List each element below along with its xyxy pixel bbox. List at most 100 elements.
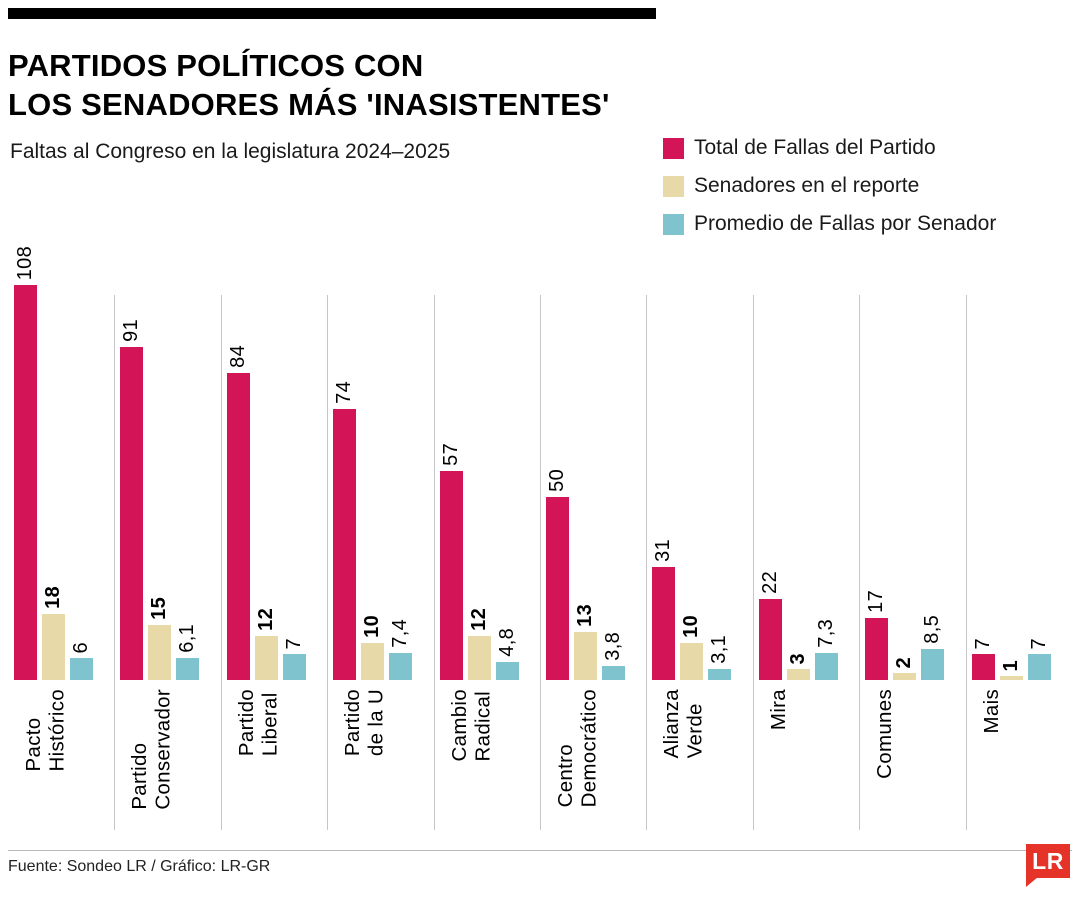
- chart-group: 22 3 7,3 Mira: [753, 230, 859, 830]
- bar-wrap-total-fallas: 74: [333, 381, 357, 680]
- category-label: Pacto Histórico: [22, 689, 69, 772]
- bar-wrap-promedio-fallas: 3,1: [708, 635, 732, 680]
- bar-senadores-reporte: [574, 632, 598, 680]
- bar-wrap-senadores-reporte: 12: [467, 608, 491, 680]
- bar-promedio-fallas: [814, 653, 838, 680]
- chart-subtitle: Faltas al Congreso en la legislatura 202…: [10, 140, 451, 163]
- bar-wrap-total-fallas: 50: [546, 469, 570, 680]
- legend-item-total-fallas: Total de Fallas del Partido: [663, 136, 996, 160]
- bar-senadores-reporte: [680, 643, 704, 680]
- bar-cluster: 50 13 3,8: [540, 230, 646, 680]
- chart-group: 31 10 3,1 Alianza Verde: [646, 230, 752, 830]
- title-line-1: PARTIDOS POLÍTICOS CON: [8, 47, 424, 83]
- top-accent-bar: [8, 8, 656, 19]
- value-label-promedio-fallas: 6: [70, 641, 92, 653]
- group-divider: [646, 295, 648, 830]
- group-divider: [752, 295, 754, 830]
- bar-total-fallas: [439, 471, 463, 680]
- value-label-total-fallas: 17: [865, 590, 888, 613]
- value-label-promedio-fallas: 6,1: [176, 624, 199, 653]
- value-label-senadores-reporte: 12: [467, 608, 490, 631]
- category-label-area: Partido Liberal: [221, 680, 327, 830]
- value-label-promedio-fallas: 7,3: [814, 619, 837, 648]
- category-label: Cambio Radical: [447, 689, 495, 762]
- bar-promedio-fallas: [921, 649, 945, 680]
- chart-legend: Total de Fallas del Partido Senadores en…: [663, 136, 996, 236]
- bar-wrap-senadores-reporte: 13: [574, 604, 598, 680]
- value-label-senadores-reporte: 12: [254, 608, 277, 631]
- bar-total-fallas: [865, 618, 889, 680]
- bar-promedio-fallas: [495, 662, 519, 680]
- bar-total-fallas: [758, 599, 782, 680]
- lr-logo-box: LR: [1026, 844, 1070, 878]
- lr-logo: LR: [1026, 844, 1070, 887]
- legend-item-promedio-fallas: Promedio de Fallas por Senador: [663, 212, 996, 236]
- chart-group: 17 2 8,5 Comunes: [859, 230, 965, 830]
- bar-promedio-fallas: [1027, 654, 1051, 680]
- bar-cluster: 31 10 3,1: [646, 230, 752, 680]
- chart-group: 50 13 3,8 Centro Democrático: [540, 230, 646, 830]
- lr-logo-tail: [1026, 877, 1038, 887]
- value-label-senadores-reporte: 2: [893, 656, 916, 668]
- value-label-promedio-fallas: 7: [1027, 637, 1050, 649]
- value-label-total-fallas: 50: [546, 469, 569, 492]
- bar-senadores-reporte: [467, 636, 491, 680]
- title-line-2: LOS SENADORES MÁS 'INASISTENTES': [8, 86, 610, 122]
- legend-label-total-fallas: Total de Fallas del Partido: [694, 136, 936, 159]
- bar-wrap-total-fallas: 17: [865, 590, 889, 680]
- value-label-promedio-fallas: 7: [282, 637, 305, 649]
- category-label: Alianza Verde: [660, 689, 707, 759]
- category-label: Partido Conservador: [128, 689, 175, 810]
- bar-wrap-senadores-reporte: 1: [999, 660, 1023, 680]
- bar-wrap-senadores-reporte: 10: [361, 615, 385, 680]
- bar-cluster: 108 18 6: [8, 230, 114, 680]
- value-label-total-fallas: 22: [758, 571, 781, 594]
- chart-group: 7 1 7 Mais: [966, 230, 1072, 830]
- category-label: Centro Democrático: [554, 689, 601, 808]
- bar-total-fallas: [546, 497, 570, 680]
- bar-wrap-promedio-fallas: 4,8: [495, 628, 519, 680]
- bar-promedio-fallas: [70, 658, 93, 680]
- group-divider: [859, 295, 861, 830]
- value-label-senadores-reporte: 18: [42, 586, 64, 609]
- legend-item-senadores-reporte: Senadores en el reporte: [663, 174, 996, 198]
- value-label-promedio-fallas: 3,8: [602, 632, 625, 661]
- value-label-total-fallas: 84: [226, 345, 249, 368]
- group-divider: [220, 295, 222, 830]
- legend-swatch-promedio-fallas: [663, 213, 684, 235]
- category-label: Comunes: [873, 689, 897, 779]
- legend-swatch-total-fallas: [663, 137, 684, 159]
- bar-wrap-total-fallas: 57: [439, 443, 463, 680]
- value-label-senadores-reporte: 3: [786, 652, 809, 664]
- value-label-total-fallas: 108: [14, 245, 36, 280]
- group-divider: [433, 295, 435, 830]
- value-label-promedio-fallas: 8,5: [921, 615, 944, 644]
- bar-total-fallas: [652, 567, 676, 680]
- bar-wrap-senadores-reporte: 10: [680, 615, 704, 680]
- bar-wrap-promedio-fallas: 7: [282, 637, 306, 680]
- legend-label-senadores-reporte: Senadores en el reporte: [694, 174, 920, 197]
- value-label-senadores-reporte: 15: [148, 597, 171, 620]
- bar-wrap-promedio-fallas: 8,5: [921, 615, 945, 680]
- source-credit: Fuente: Sondeo LR / Gráfico: LR-GR: [8, 858, 271, 875]
- category-label: Mira: [766, 689, 790, 731]
- bar-promedio-fallas: [282, 654, 306, 680]
- group-divider: [965, 295, 967, 830]
- bar-wrap-total-fallas: 22: [758, 571, 782, 680]
- bar-wrap-total-fallas: 84: [226, 345, 250, 680]
- value-label-promedio-fallas: 7,4: [389, 619, 412, 648]
- bar-wrap-promedio-fallas: 7: [1027, 637, 1051, 680]
- bar-senadores-reporte: [361, 643, 385, 680]
- bar-cluster: 74 10 7,4: [327, 230, 433, 680]
- bar-senadores-reporte: [786, 669, 810, 680]
- value-label-total-fallas: 91: [120, 319, 143, 342]
- bar-wrap-promedio-fallas: 6,1: [176, 624, 200, 680]
- group-divider: [540, 295, 541, 830]
- bar-cluster: 22 3 7,3: [753, 230, 859, 680]
- value-label-promedio-fallas: 4,8: [495, 628, 518, 657]
- bar-wrap-total-fallas: 31: [652, 539, 676, 680]
- bar-wrap-senadores-reporte: 12: [254, 608, 278, 680]
- bar-total-fallas: [120, 347, 144, 680]
